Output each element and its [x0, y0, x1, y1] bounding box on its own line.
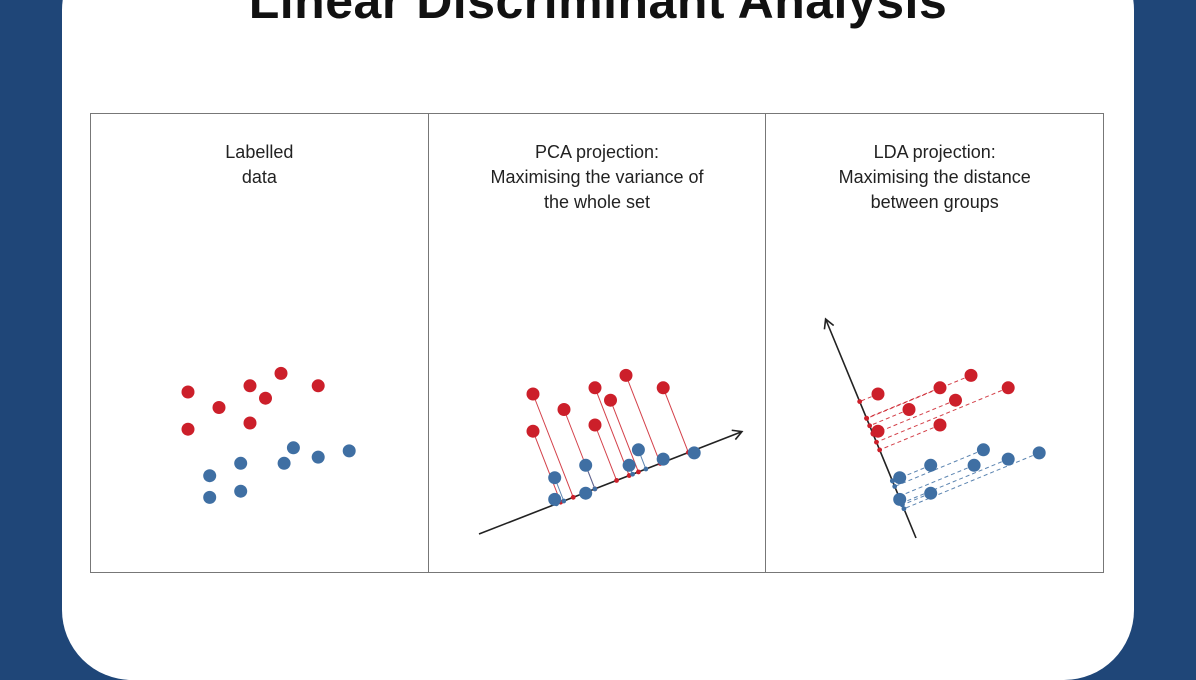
- point-class-b: [925, 459, 938, 472]
- point-class-b: [579, 459, 592, 472]
- projection-line: [533, 431, 561, 502]
- point-class-a: [934, 381, 947, 394]
- point-class-b: [287, 441, 300, 454]
- point-class-b: [203, 491, 216, 504]
- point-class-a: [949, 394, 962, 407]
- point-class-a: [259, 392, 272, 405]
- point-class-a: [656, 381, 669, 394]
- point-class-a: [934, 419, 947, 432]
- panel-lda-projection: LDA projection: Maximising the distance …: [765, 114, 1103, 572]
- point-class-a: [903, 403, 916, 416]
- projected-point: [636, 470, 641, 475]
- point-class-b: [656, 453, 669, 466]
- point-class-a: [244, 379, 257, 392]
- point-class-a: [526, 425, 539, 438]
- point-class-b: [632, 443, 645, 456]
- projected-point: [874, 440, 879, 445]
- pca-projection-plot: [429, 114, 766, 574]
- point-class-b: [1033, 446, 1046, 459]
- point-class-b: [278, 457, 291, 470]
- point-class-b: [312, 451, 325, 464]
- point-class-a: [182, 386, 195, 399]
- point-class-b: [234, 457, 247, 470]
- projected-point: [878, 448, 883, 453]
- point-class-a: [872, 425, 885, 438]
- projection-line: [663, 388, 688, 453]
- point-class-a: [588, 381, 601, 394]
- point-class-b: [925, 487, 938, 500]
- point-class-a: [312, 379, 325, 392]
- projected-point: [561, 499, 566, 504]
- panel-labelled-data: Labelled data: [91, 114, 428, 572]
- point-class-a: [557, 403, 570, 416]
- point-class-b: [622, 459, 635, 472]
- point-class-a: [1002, 381, 1015, 394]
- panel-pca-projection: PCA projection: Maximising the variance …: [428, 114, 766, 572]
- point-class-a: [213, 401, 226, 414]
- point-class-a: [619, 369, 632, 382]
- point-class-a: [965, 369, 978, 382]
- point-class-a: [182, 423, 195, 436]
- projection-line: [595, 425, 617, 480]
- point-class-b: [203, 469, 216, 482]
- point-class-a: [244, 417, 257, 430]
- point-class-b: [894, 471, 907, 484]
- projection-axis: [479, 432, 741, 534]
- lda-projection-plot: [766, 114, 1103, 574]
- projected-point: [858, 399, 863, 404]
- page-title: Linear Discriminant Analysis: [0, 0, 1196, 30]
- point-class-b: [968, 459, 981, 472]
- projected-point: [865, 416, 870, 421]
- diagram-panels: Labelled data PCA projection: Maximising…: [90, 113, 1104, 573]
- point-class-a: [872, 388, 885, 401]
- point-class-a: [604, 394, 617, 407]
- point-class-b: [548, 493, 561, 506]
- projected-point: [592, 486, 597, 491]
- projection-line: [877, 388, 1009, 442]
- projected-point: [868, 423, 873, 428]
- projected-point: [902, 506, 907, 511]
- projected-point: [630, 472, 635, 477]
- projected-point: [570, 495, 575, 500]
- point-class-b: [343, 444, 356, 457]
- point-class-b: [894, 493, 907, 506]
- point-class-b: [1002, 453, 1015, 466]
- projected-point: [614, 478, 619, 483]
- point-class-a: [526, 388, 539, 401]
- point-class-b: [687, 446, 700, 459]
- point-class-b: [234, 485, 247, 498]
- point-class-b: [548, 471, 561, 484]
- point-class-a: [275, 367, 288, 380]
- projected-point: [893, 484, 898, 489]
- projected-point: [643, 467, 648, 472]
- labelled-data-plot: [91, 114, 428, 574]
- point-class-b: [977, 443, 990, 456]
- projection-line: [902, 459, 1009, 503]
- point-class-b: [579, 487, 592, 500]
- point-class-a: [588, 419, 601, 432]
